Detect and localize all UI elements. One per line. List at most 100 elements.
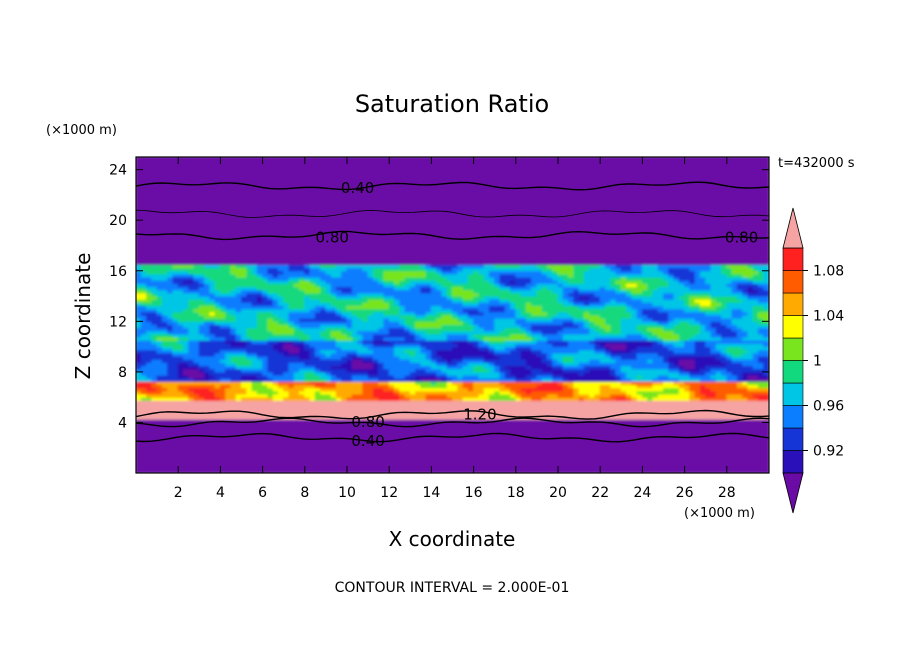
field-cell bbox=[488, 298, 501, 303]
field-cell bbox=[246, 292, 264, 297]
field-cell bbox=[631, 377, 654, 382]
field-cell bbox=[267, 355, 301, 360]
field-cell bbox=[246, 352, 258, 357]
field-cell bbox=[441, 330, 501, 335]
field-cell bbox=[136, 238, 769, 243]
field-cell bbox=[177, 361, 190, 367]
field-cell bbox=[372, 336, 385, 341]
field-cell bbox=[198, 330, 211, 335]
field-cell bbox=[678, 320, 691, 325]
field-cell bbox=[657, 333, 680, 338]
x-tick-label: 2 bbox=[174, 485, 183, 501]
field-cell bbox=[214, 311, 227, 316]
field-cell bbox=[357, 292, 385, 297]
field-cell bbox=[599, 295, 633, 300]
field-cell bbox=[136, 270, 142, 275]
x-tick-label: 18 bbox=[507, 485, 525, 501]
field-cell bbox=[626, 390, 638, 395]
field-cell bbox=[404, 320, 417, 325]
field-cell bbox=[478, 342, 490, 348]
field-cell bbox=[288, 368, 301, 373]
field-cell bbox=[225, 311, 232, 316]
field-cell bbox=[351, 355, 364, 360]
field-cell bbox=[610, 327, 622, 332]
field-cell bbox=[626, 301, 654, 307]
field-cell bbox=[457, 384, 464, 389]
field-cell bbox=[699, 323, 707, 329]
field-cell bbox=[182, 342, 190, 348]
field-cell bbox=[710, 346, 717, 351]
field-cell bbox=[747, 330, 759, 335]
field-cell bbox=[694, 342, 707, 348]
field-cell bbox=[641, 279, 670, 284]
field-cell bbox=[283, 352, 311, 357]
field-cell bbox=[314, 365, 332, 370]
field-cell bbox=[626, 305, 633, 310]
field-cell bbox=[156, 377, 195, 382]
field-cell bbox=[409, 377, 422, 382]
field-cell bbox=[235, 393, 269, 398]
field-cell bbox=[742, 374, 749, 379]
field-cell bbox=[430, 365, 448, 370]
x-axis-title: X coordinate bbox=[389, 527, 516, 551]
field-cell bbox=[499, 390, 512, 395]
field-cell bbox=[146, 374, 158, 379]
field-cell bbox=[757, 314, 769, 319]
field-cell bbox=[136, 181, 769, 186]
field-cell bbox=[578, 323, 585, 329]
field-cell bbox=[151, 276, 169, 281]
field-cell bbox=[589, 295, 601, 300]
field-cell bbox=[626, 289, 633, 294]
plot-area bbox=[136, 157, 769, 473]
field-cell bbox=[372, 355, 401, 360]
field-cell bbox=[230, 342, 248, 348]
field-cell bbox=[578, 396, 585, 401]
field-cell bbox=[467, 333, 475, 338]
field-cell bbox=[420, 384, 448, 389]
field-cell bbox=[552, 267, 575, 272]
field-cell bbox=[689, 336, 723, 341]
field-cell bbox=[320, 387, 364, 392]
field-cell bbox=[694, 358, 723, 363]
field-cell bbox=[146, 330, 169, 335]
field-cell bbox=[583, 320, 591, 325]
field-cell bbox=[330, 330, 343, 335]
field-cell bbox=[531, 301, 564, 307]
field-cell bbox=[684, 387, 691, 392]
field-cell bbox=[573, 301, 585, 307]
field-cell bbox=[604, 317, 622, 322]
field-cell bbox=[562, 276, 585, 281]
field-cell bbox=[488, 346, 496, 351]
field-cell bbox=[299, 355, 311, 360]
field-cell bbox=[546, 352, 554, 357]
field-cell bbox=[330, 292, 337, 297]
field-cell bbox=[351, 320, 385, 325]
field-cell bbox=[441, 355, 464, 360]
field-cell bbox=[225, 390, 248, 395]
field-cell bbox=[436, 267, 443, 272]
y-tick-label: 24 bbox=[109, 163, 127, 179]
field-cell bbox=[209, 276, 264, 281]
field-cell bbox=[620, 267, 633, 272]
field-cell bbox=[573, 320, 585, 325]
field-cell bbox=[320, 298, 369, 303]
field-cell bbox=[388, 380, 417, 386]
field-cell bbox=[757, 384, 769, 389]
field-cell bbox=[531, 333, 543, 338]
field-cell bbox=[330, 282, 385, 288]
field-cell bbox=[409, 323, 417, 329]
field-cell bbox=[473, 289, 512, 294]
field-cell bbox=[230, 330, 237, 335]
contour-label: 0.80 bbox=[725, 228, 758, 246]
field-cell bbox=[689, 305, 701, 310]
field-cell bbox=[277, 384, 290, 389]
field-cell bbox=[309, 349, 316, 354]
field-cell bbox=[262, 377, 274, 382]
field-cell bbox=[604, 320, 622, 325]
field-cell bbox=[230, 267, 248, 272]
field-cell bbox=[652, 330, 675, 335]
field-cell bbox=[641, 308, 659, 313]
field-cell bbox=[136, 301, 142, 307]
field-cell bbox=[636, 390, 680, 395]
field-cell bbox=[752, 263, 769, 269]
